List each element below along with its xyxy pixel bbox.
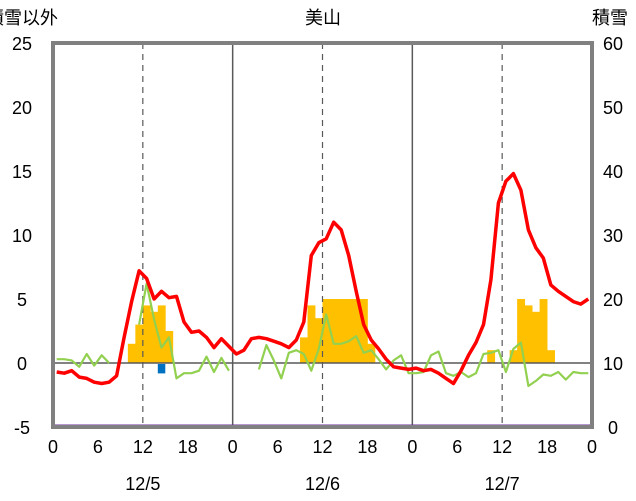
snow-bar	[307, 305, 316, 363]
snow-bar	[539, 299, 548, 363]
x-tick-label: 12	[312, 437, 332, 457]
x-tick-label: 0	[407, 437, 417, 457]
chart-title: 美山	[305, 8, 341, 29]
green-series-line	[56, 352, 110, 368]
left-y-tick-label: 15	[12, 162, 32, 182]
date-label: 12/6	[305, 474, 340, 494]
left-y-tick-label: 20	[12, 98, 32, 118]
frame-border	[51, 41, 594, 429]
x-tick-label: 0	[587, 437, 597, 457]
left-axis-title: 積雪以外	[0, 8, 58, 29]
x-tick-label: 6	[273, 437, 283, 457]
snow-bar	[517, 299, 526, 363]
right-y-tick-label: 30	[603, 226, 623, 246]
red-series-line	[56, 171, 590, 386]
right-y-tick-label: 20	[603, 290, 623, 310]
x-tick-label: 12	[133, 437, 153, 457]
snow-bar	[367, 343, 376, 363]
left-y-tick-label: 10	[12, 226, 32, 246]
snow-bar	[315, 318, 323, 363]
left-y-tick-label: 5	[17, 290, 27, 310]
right-y-ticks: 60 50 40 30 20 10 0	[603, 34, 623, 438]
date-label: 12/5	[125, 474, 160, 494]
snow-bar	[547, 350, 555, 363]
x-tick-label: 0	[228, 437, 238, 457]
right-y-tick-label: 0	[608, 418, 618, 438]
x-ticks: 0 6 12 18 0 6 12 18 0 6 12 18 0	[48, 437, 597, 457]
date-label: 12/7	[485, 474, 520, 494]
snow-bar	[524, 305, 533, 363]
snow-bar	[322, 299, 331, 363]
x-tick-label: 18	[537, 437, 557, 457]
right-y-tick-label: 40	[603, 162, 623, 182]
snow-bar	[329, 299, 338, 363]
left-y-tick-label: -5	[14, 418, 30, 438]
snow-bar	[532, 311, 540, 363]
snow-bar	[487, 350, 496, 363]
right-y-tick-label: 10	[603, 354, 623, 374]
snow-bar	[509, 350, 518, 363]
snow-bar	[157, 305, 166, 363]
snow-bar	[359, 299, 368, 363]
snow-bar	[352, 299, 361, 363]
x-tick-label: 18	[357, 437, 377, 457]
snow-bar	[127, 343, 136, 363]
snow-bar	[142, 305, 151, 363]
x-tick-label: 0	[48, 437, 58, 457]
x-tick-label: 12	[492, 437, 512, 457]
snow-bar	[344, 299, 353, 363]
snow-bar	[337, 299, 346, 363]
date-labels: 12/5 12/6 12/7	[125, 474, 519, 494]
snow-bar	[300, 337, 308, 363]
x-tick-label: 6	[93, 437, 103, 457]
right-axis-title: 積雪	[592, 8, 628, 29]
x-tick-label: 6	[452, 437, 462, 457]
right-y-tick-label: 60	[603, 34, 623, 54]
blue-mark	[157, 364, 166, 374]
plot-frame	[51, 41, 594, 429]
x-tick-label: 18	[178, 437, 198, 457]
left-y-ticks: 25 20 15 10 5 0 -5	[12, 34, 32, 438]
left-y-tick-label: 25	[12, 34, 32, 54]
snow-bars	[127, 299, 555, 363]
snow-bar	[165, 331, 174, 363]
green-series-line	[138, 282, 230, 380]
left-y-tick-label: 0	[17, 354, 27, 374]
snow-bar	[150, 311, 159, 363]
snow-bar	[135, 324, 144, 363]
right-y-tick-label: 50	[603, 98, 623, 118]
